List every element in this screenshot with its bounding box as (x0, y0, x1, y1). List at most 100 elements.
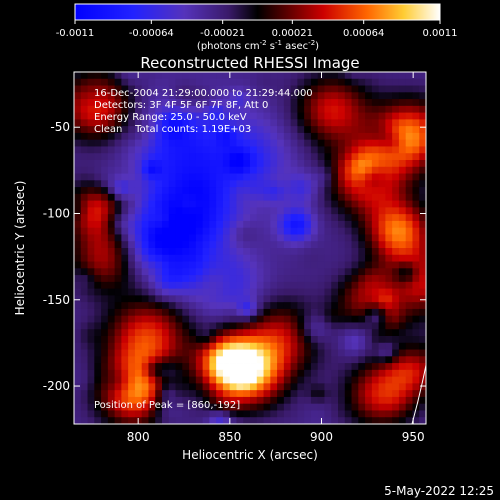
heatmap-cell (236, 329, 244, 337)
heatmap-cell (331, 261, 339, 269)
heatmap-cell (155, 166, 163, 174)
heatmap-cell (134, 139, 143, 147)
heatmap-cell (128, 92, 136, 100)
heatmap-cell (114, 105, 122, 114)
heatmap-cell (121, 288, 129, 296)
heatmap-cell (290, 166, 298, 174)
heatmap-cell (94, 302, 102, 310)
heatmap-cell (87, 261, 95, 269)
heatmap-cell (94, 308, 102, 317)
heatmap-cell (250, 275, 258, 283)
heatmap-cell (358, 383, 366, 391)
heatmap-cell (209, 322, 217, 330)
heatmap-cell (243, 342, 251, 350)
heatmap-cell (182, 410, 190, 418)
heatmap-cell (101, 112, 109, 120)
heatmap-cell (344, 92, 352, 100)
heatmap-cell (141, 72, 149, 80)
heatmap-cell (168, 99, 176, 107)
heatmap-cell (236, 410, 244, 418)
heatmap-cell (182, 315, 190, 323)
heatmap-cell (250, 180, 258, 188)
heatmap-cell (168, 146, 176, 154)
heatmap-cell (317, 234, 325, 242)
heatmap-cell (243, 410, 251, 418)
heatmap-cell (155, 99, 163, 107)
heatmap-cell (216, 403, 224, 411)
heatmap-cell (378, 200, 386, 208)
heatmap-cell (317, 166, 325, 174)
heatmap-cell (297, 275, 305, 283)
heatmap-cell (121, 200, 129, 208)
heatmap-cell (317, 342, 325, 350)
heatmap-cell (216, 248, 224, 256)
heatmap-cell (310, 254, 319, 262)
heatmap-cell (405, 126, 413, 134)
heatmap-cell (189, 85, 197, 93)
heatmap-cell (419, 187, 426, 195)
heatmap-cell (351, 85, 359, 93)
heatmap-cell (236, 383, 244, 391)
heatmap-cell (94, 200, 102, 208)
heatmap-cell (405, 160, 413, 168)
heatmap-cell (331, 132, 339, 141)
heatmap-cell (175, 220, 183, 229)
heatmap-cell (141, 99, 149, 107)
heatmap-cell (202, 322, 210, 330)
heatmap-cell (216, 336, 224, 344)
heatmap-cell (236, 275, 244, 283)
heatmap-cell (365, 356, 373, 364)
heatmap-cell (243, 254, 251, 262)
heatmap-cell (148, 342, 156, 350)
heatmap-cell (243, 241, 251, 249)
heatmap-cell (209, 308, 217, 317)
heatmap-cell (209, 376, 217, 384)
heatmap-cell (202, 193, 210, 202)
heatmap-cell (189, 308, 197, 317)
heatmap-cell (94, 99, 102, 107)
heatmap-cell (398, 268, 407, 276)
heatmap-cell (324, 193, 332, 202)
heatmap-cell (263, 193, 271, 202)
heatmap-cell (162, 146, 170, 154)
heatmap-cell (277, 403, 285, 411)
heatmap-cell (405, 363, 413, 371)
heatmap-cell (74, 119, 82, 127)
heatmap-cell (290, 105, 298, 114)
heatmap-cell (344, 132, 352, 141)
heatmap-cell (114, 187, 122, 195)
heatmap-cell (412, 214, 420, 222)
heatmap-cell (344, 383, 352, 391)
heatmap-cell (141, 417, 149, 424)
heatmap-cell (80, 308, 88, 317)
heatmap-cell (202, 383, 210, 391)
heatmap-cell (331, 342, 339, 350)
heatmap-cell (243, 349, 251, 357)
heatmap-cell (121, 99, 129, 107)
heatmap-cell (310, 281, 319, 290)
heatmap-cell (365, 275, 373, 283)
heatmap-cell (378, 254, 386, 262)
heatmap-cell (141, 383, 149, 391)
heatmap-cell (189, 153, 197, 161)
heatmap-cell (236, 92, 244, 100)
heatmap-cell (101, 315, 109, 323)
heatmap-cell (80, 139, 88, 147)
heatmap-cell (270, 78, 278, 86)
heatmap-cell (371, 119, 380, 127)
heatmap-cell (101, 146, 109, 154)
heatmap-cell (405, 119, 413, 127)
heatmap-cell (297, 173, 305, 181)
heatmap-cell (121, 214, 129, 222)
heatmap-cell (87, 403, 95, 411)
heatmap-cell (101, 336, 109, 344)
heatmap-cell (236, 356, 244, 364)
heatmap-cell (317, 119, 325, 127)
heatmap-cell (101, 390, 109, 398)
heatmap-cell (114, 92, 122, 100)
heatmap-cell (168, 112, 176, 120)
heatmap-cell (304, 220, 312, 229)
heatmap-cell (107, 193, 116, 202)
heatmap-cell (189, 336, 197, 344)
heatmap-cell (74, 200, 82, 208)
